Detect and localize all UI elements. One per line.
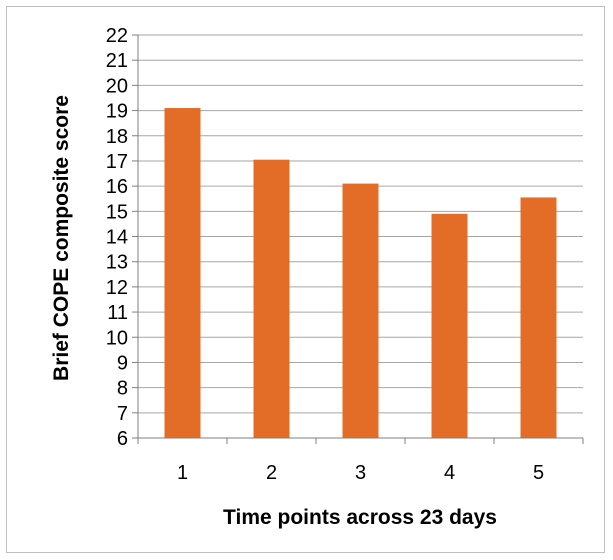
- x-tick-labels: 1 2 3 4 5: [177, 462, 544, 484]
- bars: [164, 108, 557, 438]
- bar-2: [253, 159, 290, 438]
- y-axis-title: Brief COPE composite score: [50, 95, 73, 381]
- y-tick-label: 13: [106, 252, 128, 274]
- y-tick-label: 12: [106, 277, 128, 299]
- y-tick-label: 18: [106, 126, 128, 148]
- y-tick-label: 9: [117, 352, 128, 374]
- y-tick-label: 21: [106, 50, 128, 72]
- bar-3: [342, 183, 379, 438]
- chart-frame: [6, 6, 605, 553]
- y-tick-labels: 6 7 8 9 10 11 12 13 14 15 16 17 18 19 20 21 22: [106, 25, 128, 450]
- y-tick-label: 16: [106, 176, 128, 198]
- y-tick-label: 15: [106, 201, 128, 223]
- bar-1: [164, 108, 201, 438]
- bar-5: [520, 197, 557, 438]
- x-axis-title: Time points across 23 days: [223, 506, 497, 529]
- y-tick-label: 20: [106, 75, 128, 97]
- y-tick-label: 19: [106, 101, 128, 123]
- x-tick-label: 1: [177, 462, 188, 484]
- y-tick-label: 22: [106, 25, 128, 47]
- x-tick-label: 3: [355, 462, 366, 484]
- y-tick-label: 6: [117, 428, 128, 450]
- y-tick-label: 8: [117, 378, 128, 400]
- x-tick-label: 2: [266, 462, 277, 484]
- y-tick-label: 14: [106, 227, 128, 249]
- y-tick-label: 7: [117, 403, 128, 425]
- y-tick-label: 10: [106, 327, 128, 349]
- axes: [137, 35, 584, 444]
- y-tick-label: 11: [107, 302, 128, 324]
- x-tick-label: 5: [533, 462, 544, 484]
- x-tick-label: 4: [444, 462, 455, 484]
- y-tick-label: 17: [106, 151, 128, 173]
- bar-4: [431, 213, 468, 438]
